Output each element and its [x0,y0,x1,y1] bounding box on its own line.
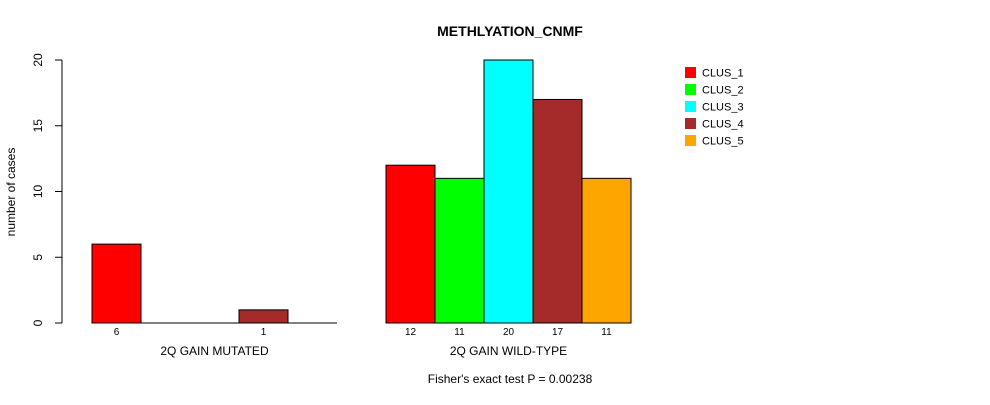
count-label-group2-1: 12 [405,327,417,338]
group-labels: 2Q GAIN MUTATED 2Q GAIN WILD-TYPE [160,344,567,358]
y-tick-label-2: 10 [31,185,45,199]
count-label-group2-2: 11 [454,327,465,338]
y-axis: 0 5 10 15 20 [31,53,63,326]
footnote: Fisher's exact test P = 0.00238 [428,372,593,386]
legend-label-3: CLUS_3 [702,102,744,114]
bar-group1-clus-4 [238,309,289,324]
count-label-group2-3: 20 [503,327,515,338]
legend-swatch-3 [685,101,696,112]
y-tick-label-4: 20 [31,53,45,67]
legend-swatch-2 [685,84,696,95]
legend-label-1: CLUS_1 [702,68,744,80]
y-axis-label: number of cases [4,148,18,237]
legend: CLUS_1 CLUS_2 CLUS_3 CLUS_4 CLUS_5 [685,67,744,148]
bar-group2-clus-3 [483,59,534,324]
y-tick-label-1: 5 [31,254,45,261]
bar-group2-clus-1 [385,164,436,324]
count-label-group2-4: 17 [552,327,564,338]
count-label-group1-4: 1 [261,327,267,338]
y-tick-label-3: 15 [31,119,45,133]
group-label-1: 2Q GAIN MUTATED [160,344,269,358]
bar-group2-clus-2 [434,177,485,324]
group-label-2: 2Q GAIN WILD-TYPE [450,344,567,358]
legend-swatch-4 [685,118,696,129]
legend-swatch-1 [685,67,696,78]
bar-group1-clus-1 [91,243,142,324]
chart-title: METHLYATION_CNMF [437,23,583,39]
legend-label-5: CLUS_5 [702,136,744,148]
legend-swatch-5 [685,135,696,146]
bars [91,59,632,324]
legend-label-2: CLUS_2 [702,85,744,97]
bar-group2-clus-4 [532,98,583,324]
y-tick-label-0: 0 [31,319,45,326]
count-label-group2-5: 11 [601,327,612,338]
bar-group2-clus-5 [581,177,632,324]
count-label-group1-1: 6 [114,327,120,338]
count-labels: 6 1 12 11 20 17 11 [114,327,612,338]
legend-label-4: CLUS_4 [702,119,744,131]
